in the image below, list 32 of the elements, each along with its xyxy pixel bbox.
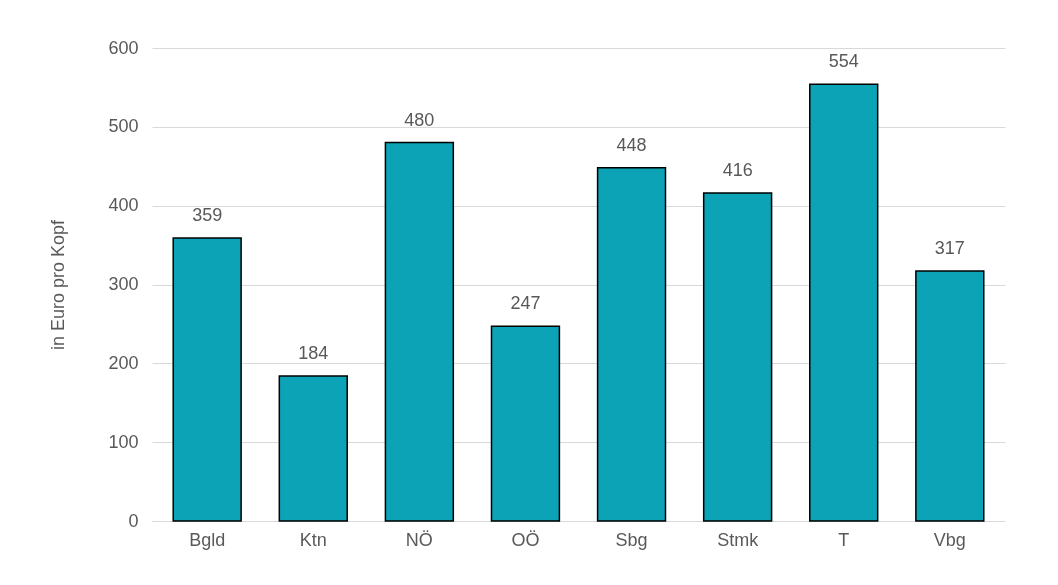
bar [915, 270, 985, 522]
x-tick-label: Vbg [933, 529, 966, 550]
y-axis-title: in Euro pro Kopf [48, 218, 69, 351]
x-tick-label: NÖ [405, 529, 433, 550]
x-tick-label: Ktn [299, 529, 327, 550]
x-tick-label: Sbg [615, 529, 648, 550]
bar [596, 167, 667, 522]
y-tick-label: 500 [108, 116, 139, 137]
x-tick-label: T [838, 529, 850, 550]
data-label: 247 [510, 293, 541, 314]
bar [278, 375, 348, 522]
bar [490, 325, 561, 522]
y-tick-label: 400 [108, 195, 139, 216]
y-tick-label: 600 [108, 37, 139, 58]
data-label: 554 [828, 51, 859, 72]
bar [384, 141, 455, 522]
bar [809, 83, 879, 522]
y-tick-label: 200 [108, 352, 139, 373]
bar [172, 237, 242, 522]
data-label: 448 [616, 134, 647, 155]
bar [702, 192, 773, 522]
data-label: 359 [192, 204, 223, 225]
y-tick-label: 300 [108, 274, 139, 294]
y-tick-label: 0 [128, 510, 139, 531]
x-tick-label: Bgld [189, 529, 226, 550]
y-tick-label: 100 [108, 431, 139, 452]
data-label: 184 [298, 342, 329, 363]
data-label: 480 [404, 109, 435, 130]
data-label: 317 [934, 238, 965, 259]
data-label: 416 [722, 160, 753, 181]
x-tick-label: Stmk [717, 529, 760, 550]
x-tick-label: OÖ [511, 529, 540, 550]
